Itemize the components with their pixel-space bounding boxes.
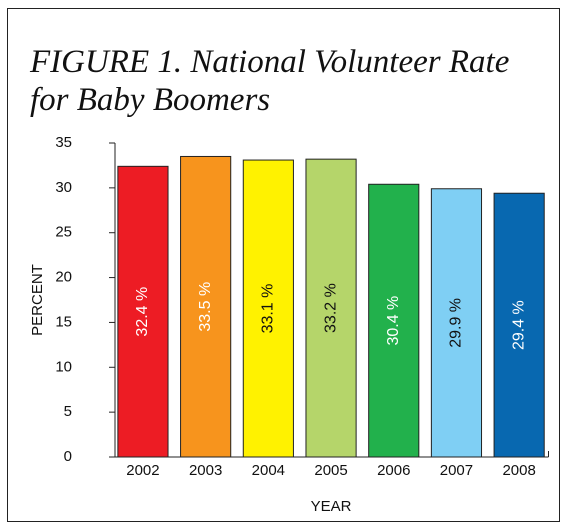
value-label: 33.1 % — [260, 284, 277, 334]
x-tick-label: 2007 — [440, 462, 473, 479]
x-tick-label: 2003 — [189, 462, 222, 479]
value-label: 29.9 % — [448, 298, 465, 348]
value-label: 29.4 % — [510, 300, 527, 350]
bar — [180, 155, 232, 458]
value-label: 32.4 % — [134, 287, 151, 337]
x-axis-label: YEAR — [311, 498, 352, 515]
value-label: 33.5 % — [197, 282, 214, 332]
bar — [493, 192, 545, 458]
chart-title: FIGURE 1. National Volunteer Rate — [29, 44, 509, 80]
value-label: 30.4 % — [385, 296, 402, 346]
x-tick-label: 2006 — [377, 462, 410, 479]
y-tick-label: 25 — [55, 224, 72, 241]
bar — [305, 158, 357, 458]
y-tick-label: 30 — [55, 179, 72, 196]
y-tick-label: 5 — [64, 403, 72, 420]
bar — [117, 165, 169, 458]
y-tick-label: 20 — [55, 269, 72, 286]
y-tick-label: 15 — [55, 313, 72, 330]
x-tick-label: 2004 — [252, 462, 285, 479]
y-tick-label: 0 — [64, 448, 72, 465]
x-tick-label: 2002 — [126, 462, 159, 479]
y-tick-label: 10 — [55, 358, 72, 375]
x-tick-label: 2005 — [314, 462, 347, 479]
y-tick-label: 35 — [55, 134, 72, 151]
chart-title: for Baby Boomers — [30, 82, 270, 118]
value-label: 33.2 % — [322, 283, 339, 333]
bar — [242, 159, 294, 458]
frame — [7, 8, 560, 522]
y-axis-label: PERCENT — [29, 264, 46, 336]
x-tick-label: 2008 — [502, 462, 535, 479]
bar — [368, 183, 420, 458]
bar — [430, 188, 483, 458]
